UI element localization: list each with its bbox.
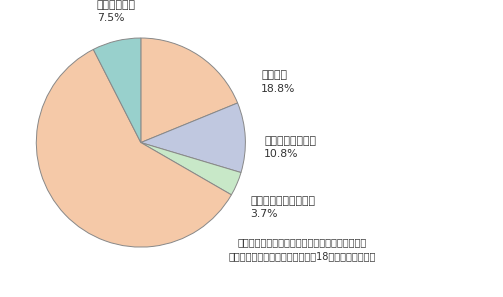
Wedge shape <box>141 143 241 195</box>
Wedge shape <box>141 103 245 173</box>
Wedge shape <box>141 38 237 143</box>
Text: 常用雇用
18.8%: 常用雇用 18.8% <box>261 70 295 94</box>
Text: アルバイト・臨時
10.8%: アルバイト・臨時 10.8% <box>264 136 316 159</box>
Text: その他・不詳
7.5%: その他・不詳 7.5% <box>97 0 136 23</box>
Text: 自営業・自営の手伝い
3.7%: 自営業・自営の手伝い 3.7% <box>250 196 315 219</box>
Wedge shape <box>94 38 141 143</box>
Text: 資料：厚生労働省「身体障害者、知的障害者及び
精神障害者就業実態調査」（平成18年７月１日時点）: 資料：厚生労働省「身体障害者、知的障害者及び 精神障害者就業実態調査」（平成18… <box>228 238 375 261</box>
Wedge shape <box>36 49 231 247</box>
